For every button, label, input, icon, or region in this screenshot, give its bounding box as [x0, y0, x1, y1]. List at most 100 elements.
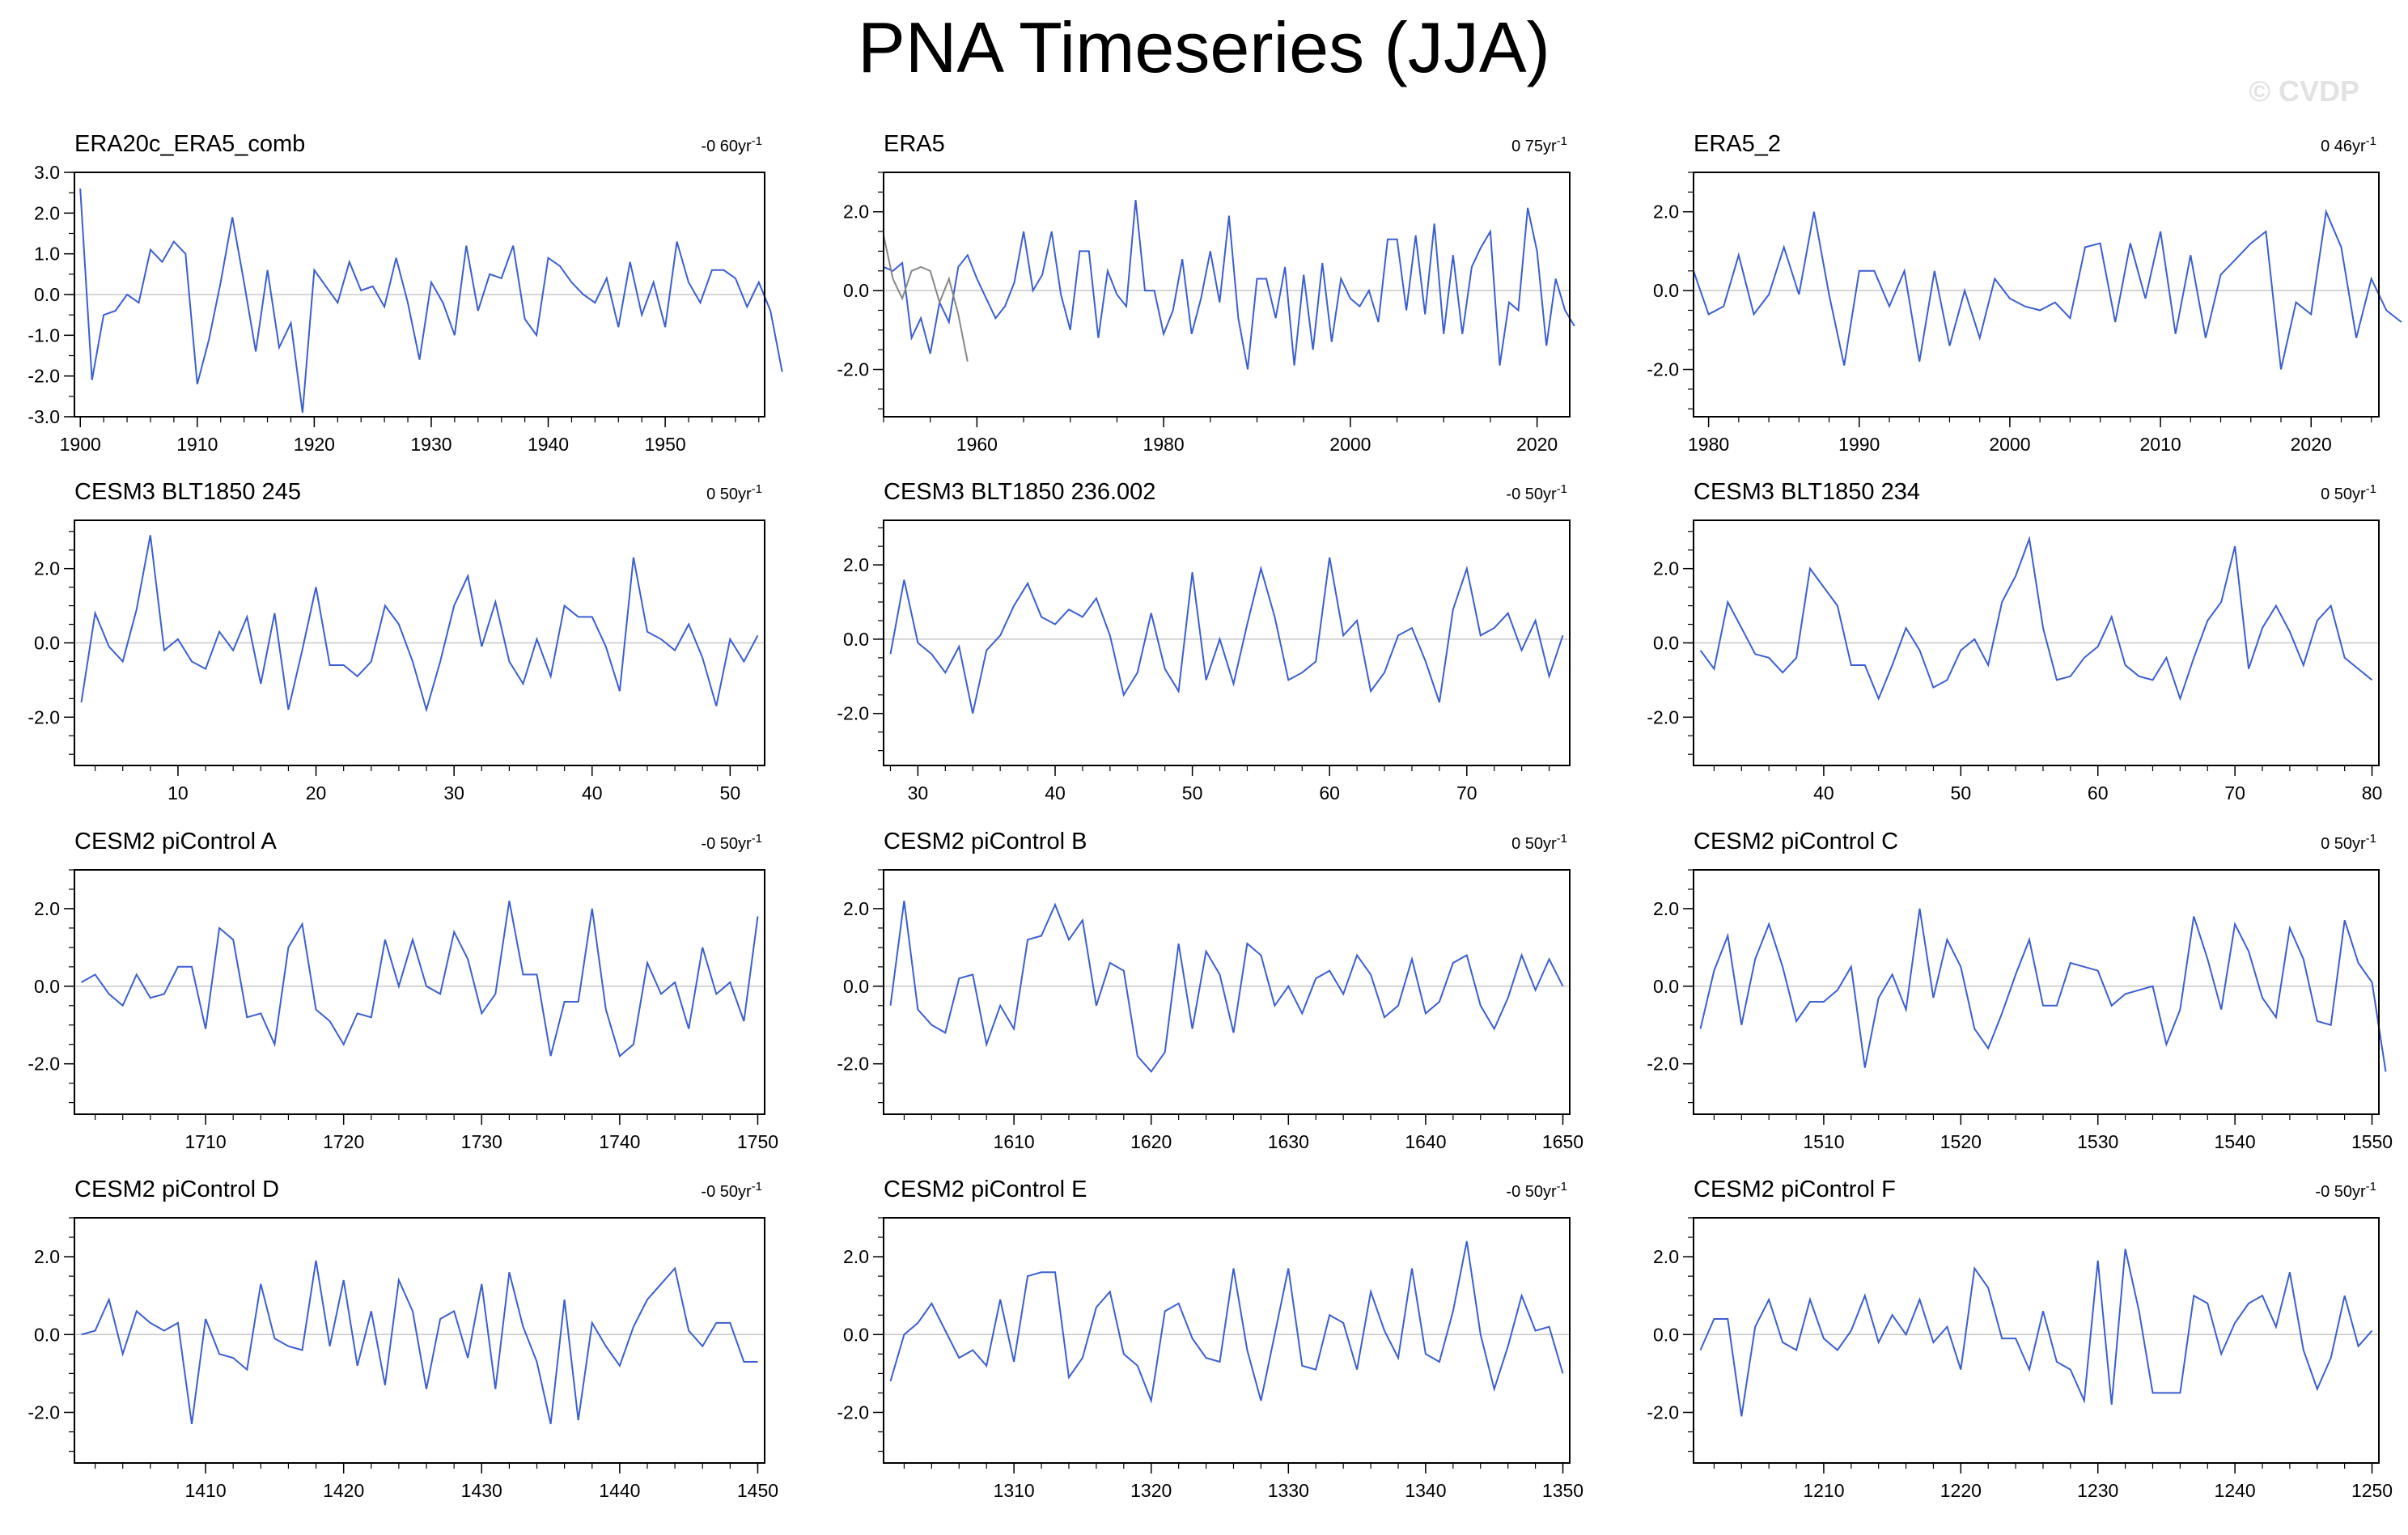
y-tick-label: 0.0	[843, 280, 869, 301]
plot-frame	[883, 1217, 1571, 1464]
x-tick-label: 1720	[323, 1131, 364, 1152]
y-tick-label: -2.0	[837, 1401, 869, 1423]
trend-label: 0 50yr-1	[1511, 832, 1567, 853]
y-tick-label: -2.0	[1647, 706, 1679, 727]
trend-exponent: -1	[2366, 134, 2376, 148]
x-tick-label: 1330	[1268, 1480, 1309, 1501]
trend-exponent: -1	[752, 134, 762, 148]
trend-label: 0 50yr-1	[706, 482, 762, 503]
series-line	[1699, 536, 2373, 702]
trend-exponent: -1	[1557, 134, 1567, 148]
chart-panel: CESM3 BLT1850 236.002 -0 50yr-1 -2.0 0.0 2.0…	[837, 479, 1571, 804]
y-tick-label: -2.0	[1647, 359, 1679, 380]
x-tick-label: 50	[1951, 782, 1972, 804]
x-tick-label: 1230	[2077, 1480, 2118, 1501]
x-tick-label: 40	[1045, 782, 1066, 804]
x-tick-label: 40	[582, 782, 603, 804]
x-tick-label: 1950	[645, 434, 686, 455]
plot-frame	[1693, 869, 2380, 1115]
x-tick-label: 2020	[2291, 434, 2332, 455]
y-tick-label: 0.0	[34, 633, 60, 654]
trend-label: -0 50yr-1	[701, 1180, 762, 1201]
y-tick-label: 2.0	[1653, 1246, 1679, 1267]
plot-frame	[1693, 1217, 2380, 1464]
y-tick-label: 0.0	[34, 1324, 60, 1345]
x-tick-label: 2020	[1516, 434, 1558, 455]
y-tick-label: 0.0	[843, 629, 869, 650]
panel-title: CESM2 piControl A	[74, 829, 277, 854]
x-tick-label: 30	[908, 782, 929, 804]
series-line	[889, 901, 1564, 1073]
trend-label: 0 50yr-1	[2321, 482, 2376, 503]
y-tick-label: 2.0	[34, 898, 60, 919]
trend-exponent: -1	[752, 482, 762, 496]
y-tick-label: -2.0	[28, 1401, 60, 1423]
series-line	[81, 1260, 758, 1425]
x-tick-label: 60	[1319, 782, 1340, 804]
panel-title: CESM2 piControl B	[884, 829, 1087, 854]
y-tick-label: 2.0	[843, 201, 869, 223]
trend-label: -0 60yr-1	[701, 134, 762, 155]
y-tick-label: 0.0	[843, 976, 869, 997]
chart-panel: CESM2 piControl F -0 50yr-1 -2.0 0.0 2.0 1210…	[1647, 1177, 2393, 1501]
y-tick-label: 0.0	[1653, 280, 1679, 301]
x-tick-label: 1310	[994, 1480, 1035, 1501]
series-line	[1699, 1249, 2373, 1417]
x-tick-label: 1350	[1542, 1480, 1583, 1501]
y-tick-label: 2.0	[1653, 558, 1679, 579]
chart-panel: CESM2 piControl B 0 50yr-1 -2.0 0.0 2.0 1610 1…	[837, 829, 1583, 1152]
y-tick-label: -1.0	[28, 324, 60, 346]
y-tick-label: 2.0	[843, 1246, 869, 1267]
x-tick-label: 50	[1182, 782, 1203, 804]
panel-title: CESM2 piControl C	[1694, 829, 1898, 854]
x-tick-label: 1650	[1542, 1131, 1583, 1152]
y-tick-label: 0.0	[1653, 633, 1679, 654]
x-tick-label: 1610	[994, 1131, 1035, 1152]
x-tick-label: 1740	[599, 1131, 640, 1152]
series-line	[1699, 908, 2387, 1072]
x-tick-label: 30	[443, 782, 464, 804]
x-tick-label: 1250	[2351, 1480, 2393, 1501]
x-tick-label: 1710	[184, 1131, 226, 1152]
x-tick-label: 60	[2088, 782, 2109, 804]
y-tick-label: 0.0	[843, 1324, 869, 1345]
x-tick-label: 1900	[60, 434, 101, 455]
x-tick-label: 1640	[1405, 1131, 1446, 1152]
plot-frame	[74, 1217, 765, 1464]
y-tick-label: 1.0	[34, 244, 60, 265]
x-tick-label: 1910	[176, 434, 218, 455]
series-line	[883, 199, 1575, 370]
x-tick-label: 40	[1813, 782, 1834, 804]
chart-panel: CESM3 BLT1850 245 0 50yr-1 -2.0 0.0 2.0 10 20 3…	[28, 479, 765, 804]
x-tick-label: 1430	[461, 1480, 502, 1501]
x-tick-label: 2000	[1989, 434, 2030, 455]
x-tick-label: 70	[1456, 782, 1477, 804]
trend-exponent: -1	[2366, 1180, 2376, 1194]
x-tick-label: 1440	[599, 1480, 640, 1501]
series-line	[79, 189, 783, 413]
trend-exponent: -1	[1557, 832, 1567, 846]
x-tick-label: 1730	[461, 1131, 502, 1152]
x-tick-label: 80	[2362, 782, 2383, 804]
x-tick-label: 1340	[1405, 1480, 1446, 1501]
x-tick-label: 20	[306, 782, 327, 804]
plot-frame	[883, 869, 1571, 1115]
y-tick-label: 2.0	[1653, 201, 1679, 223]
trend-label: 0 50yr-1	[2321, 832, 2376, 853]
chart-panel: ERA5 0 75yr-1 -2.0 0.0 2.0 1960 1980 2000 2020	[837, 131, 1575, 455]
watermark: © CVDP	[2249, 74, 2359, 108]
panel-title: CESM3 BLT1850 236.002	[884, 479, 1155, 505]
x-tick-label: 1920	[294, 434, 335, 455]
x-tick-label: 2000	[1329, 434, 1371, 455]
y-tick-label: -2.0	[28, 1054, 60, 1075]
x-tick-label: 1530	[2077, 1131, 2118, 1152]
y-tick-label: -2.0	[837, 703, 869, 724]
series-line	[889, 1240, 1564, 1404]
panel-title: CESM3 BLT1850 234	[1694, 479, 1920, 505]
y-tick-label: -2.0	[837, 359, 869, 380]
y-tick-label: -2.0	[837, 1054, 869, 1075]
x-tick-label: 1980	[1688, 434, 1729, 455]
y-tick-label: 0.0	[34, 976, 60, 997]
panel-title: CESM2 piControl E	[884, 1177, 1087, 1202]
